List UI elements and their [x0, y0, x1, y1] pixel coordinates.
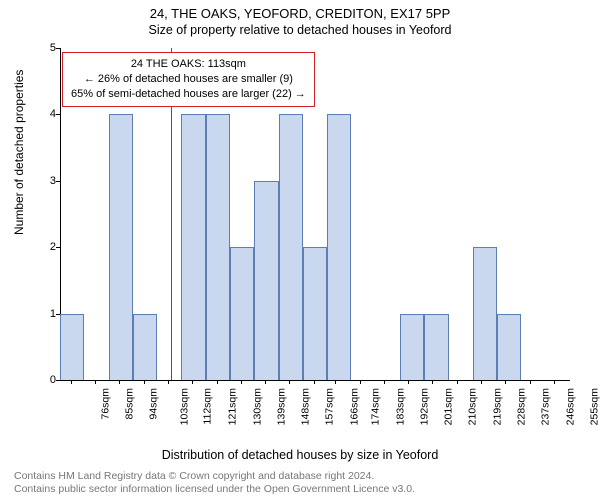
x-tick-mark [360, 380, 361, 384]
histogram-bar [303, 247, 327, 380]
histogram-bar [133, 314, 157, 380]
x-tick-label: 174sqm [370, 388, 382, 425]
footer-line1: Contains HM Land Registry data © Crown c… [14, 470, 415, 483]
x-tick-mark [241, 380, 242, 384]
x-tick-mark [481, 380, 482, 384]
x-tick-label: 255sqm [588, 388, 600, 425]
x-tick-label: 166sqm [348, 388, 360, 425]
x-tick-label: 76sqm [99, 388, 111, 420]
chart-plot-area: 01234576sqm85sqm94sqm103sqm112sqm121sqm1… [60, 48, 570, 428]
y-tick-label: 4 [36, 108, 56, 120]
y-axis-label: Number of detached properties [12, 70, 26, 235]
x-tick-label: 210sqm [467, 388, 479, 425]
histogram-bar [181, 114, 205, 380]
x-tick-label: 237sqm [540, 388, 552, 425]
x-tick-label: 201sqm [442, 388, 454, 425]
x-tick-mark [95, 380, 96, 384]
y-tick-mark [56, 114, 60, 115]
x-tick-mark [217, 380, 218, 384]
y-tick-mark [56, 247, 60, 248]
x-tick-label: 157sqm [324, 388, 336, 425]
x-tick-label: 139sqm [275, 388, 287, 425]
y-tick-mark [56, 380, 60, 381]
histogram-bar [497, 314, 521, 380]
histogram-bar [230, 247, 254, 380]
histogram-bar [424, 314, 448, 380]
x-axis-label: Distribution of detached houses by size … [0, 448, 600, 462]
x-tick-label: 228sqm [515, 388, 527, 425]
footer-attribution: Contains HM Land Registry data © Crown c… [14, 470, 415, 496]
x-tick-label: 94sqm [148, 388, 160, 420]
x-tick-mark [71, 380, 72, 384]
x-tick-mark [384, 380, 385, 384]
x-tick-mark [335, 380, 336, 384]
x-tick-mark [554, 380, 555, 384]
x-tick-label: 85sqm [124, 388, 136, 420]
histogram-bar [206, 114, 230, 380]
x-tick-label: 112sqm [202, 388, 214, 425]
x-tick-label: 130sqm [251, 388, 263, 425]
y-tick-label: 1 [36, 308, 56, 320]
footer-line2: Contains public sector information licen… [14, 483, 415, 496]
annotation-box: 24 THE OAKS: 113sqm← 26% of detached hou… [62, 52, 315, 107]
x-tick-label: 246sqm [564, 388, 576, 425]
x-tick-mark [530, 380, 531, 384]
x-tick-mark [432, 380, 433, 384]
x-tick-mark [505, 380, 506, 384]
x-tick-mark [289, 380, 290, 384]
annotation-line: ← 26% of detached houses are smaller (9) [71, 72, 306, 87]
histogram-bar [254, 181, 278, 380]
chart-title: 24, THE OAKS, YEOFORD, CREDITON, EX17 5P… [0, 6, 600, 21]
annotation-line: 65% of semi-detached houses are larger (… [71, 87, 306, 102]
x-tick-mark [168, 380, 169, 384]
x-tick-mark [457, 380, 458, 384]
y-tick-label: 2 [36, 241, 56, 253]
x-tick-mark [192, 380, 193, 384]
chart-subtitle: Size of property relative to detached ho… [0, 23, 600, 37]
histogram-bar [473, 247, 497, 380]
x-tick-label: 219sqm [491, 388, 503, 425]
x-tick-mark [408, 380, 409, 384]
x-tick-mark [314, 380, 315, 384]
annotation-line: 24 THE OAKS: 113sqm [71, 57, 306, 72]
histogram-bar [400, 314, 424, 380]
y-tick-label: 3 [36, 175, 56, 187]
x-tick-label: 148sqm [299, 388, 311, 425]
histogram-bar [109, 114, 133, 380]
histogram-bar [279, 114, 303, 380]
y-tick-mark [56, 181, 60, 182]
histogram-bar [60, 314, 84, 380]
x-axis-line [60, 380, 570, 381]
histogram-bar [327, 114, 351, 380]
x-tick-mark [144, 380, 145, 384]
y-tick-label: 0 [36, 374, 56, 386]
x-tick-label: 183sqm [394, 388, 406, 425]
x-tick-mark [119, 380, 120, 384]
x-tick-mark [265, 380, 266, 384]
x-tick-label: 103sqm [178, 388, 190, 425]
y-tick-mark [56, 48, 60, 49]
y-tick-label: 5 [36, 42, 56, 54]
x-tick-label: 121sqm [227, 388, 239, 425]
x-tick-label: 192sqm [418, 388, 430, 425]
